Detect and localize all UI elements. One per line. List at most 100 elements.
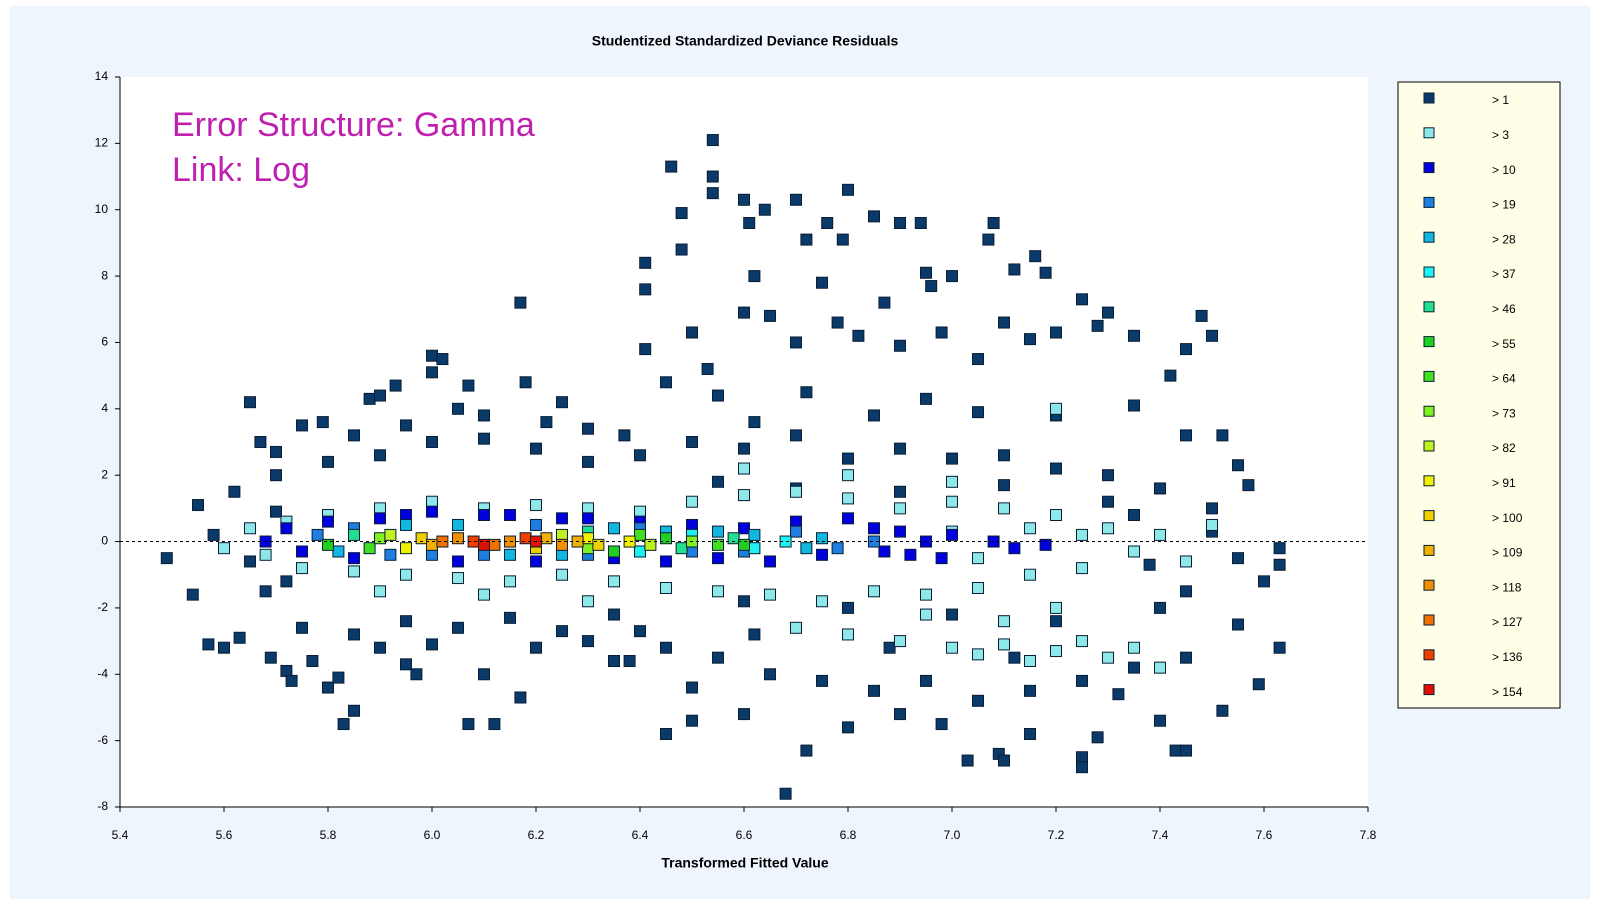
legend-marker — [1423, 162, 1435, 174]
point — [1102, 522, 1114, 535]
point — [374, 585, 386, 598]
point — [374, 641, 386, 654]
point — [972, 648, 984, 661]
point — [384, 528, 397, 541]
x-tick-label: 7.8 — [1360, 828, 1377, 842]
point — [946, 608, 958, 621]
point — [920, 266, 932, 279]
point — [946, 528, 958, 541]
point — [1273, 558, 1286, 571]
point — [836, 233, 849, 246]
point — [738, 489, 750, 502]
point — [883, 641, 896, 654]
x-tick-label: 5.8 — [320, 828, 337, 842]
point — [374, 389, 386, 402]
legend-label: > 73 — [1492, 406, 1516, 420]
legend-label: > 55 — [1492, 337, 1516, 351]
point — [384, 548, 397, 561]
point — [706, 170, 719, 183]
point — [1180, 555, 1192, 568]
point — [1024, 728, 1036, 740]
legend-label: > 28 — [1492, 232, 1516, 246]
point — [1102, 469, 1114, 482]
point — [280, 522, 293, 535]
y-tick-label: 14 — [95, 69, 109, 83]
y-tick-label: 8 — [101, 268, 108, 282]
point — [1076, 635, 1088, 648]
point — [914, 217, 927, 229]
point — [998, 449, 1010, 462]
legend-label: > 109 — [1492, 546, 1523, 560]
point — [634, 528, 646, 541]
legend-label: > 118 — [1492, 580, 1522, 594]
point — [634, 505, 646, 518]
legend-marker — [1423, 127, 1435, 139]
point — [920, 392, 932, 405]
y-tick-label: 4 — [101, 401, 108, 415]
point — [686, 545, 698, 558]
point — [998, 754, 1010, 767]
point — [540, 532, 553, 545]
point — [296, 419, 308, 432]
x-tick-label: 6.6 — [736, 828, 753, 842]
point — [296, 621, 308, 634]
point — [400, 542, 412, 555]
point — [748, 628, 761, 641]
point — [228, 485, 241, 498]
point — [264, 651, 277, 664]
point — [608, 545, 620, 558]
point — [686, 714, 698, 727]
point — [608, 522, 620, 535]
point — [660, 582, 672, 594]
point — [452, 621, 464, 634]
point — [400, 419, 412, 432]
y-tick-label: 2 — [101, 467, 108, 481]
point — [998, 502, 1010, 515]
point — [623, 655, 636, 667]
legend-label: > 154 — [1492, 685, 1523, 699]
point — [504, 611, 516, 624]
point — [1024, 333, 1036, 346]
point — [1050, 402, 1062, 415]
point — [478, 588, 490, 601]
point — [764, 668, 776, 681]
point — [400, 509, 412, 521]
point — [1050, 509, 1062, 521]
point — [639, 256, 652, 269]
point — [748, 528, 761, 541]
point — [1091, 319, 1104, 332]
point — [1102, 495, 1114, 508]
point — [634, 545, 646, 558]
point — [1154, 601, 1166, 614]
point — [400, 615, 412, 628]
point — [712, 538, 724, 551]
point — [816, 532, 828, 545]
point — [868, 409, 880, 422]
point — [426, 436, 438, 448]
point — [530, 442, 542, 455]
point — [556, 568, 568, 581]
point — [894, 442, 906, 455]
point — [608, 575, 620, 588]
series — [332, 518, 828, 561]
legend-marker — [1423, 579, 1435, 591]
point — [426, 538, 438, 551]
point — [831, 542, 844, 555]
x-tick-label: 5.4 — [112, 828, 129, 842]
series — [160, 134, 1286, 800]
point — [842, 512, 854, 525]
point — [868, 522, 880, 535]
point — [1180, 651, 1192, 664]
point — [348, 429, 360, 442]
point — [374, 502, 386, 515]
point — [608, 655, 620, 667]
point — [998, 615, 1010, 628]
point — [842, 452, 854, 465]
point — [1076, 528, 1088, 541]
point — [660, 532, 672, 545]
point — [1180, 343, 1192, 356]
point — [415, 532, 428, 545]
point — [868, 684, 880, 697]
point — [556, 625, 568, 638]
